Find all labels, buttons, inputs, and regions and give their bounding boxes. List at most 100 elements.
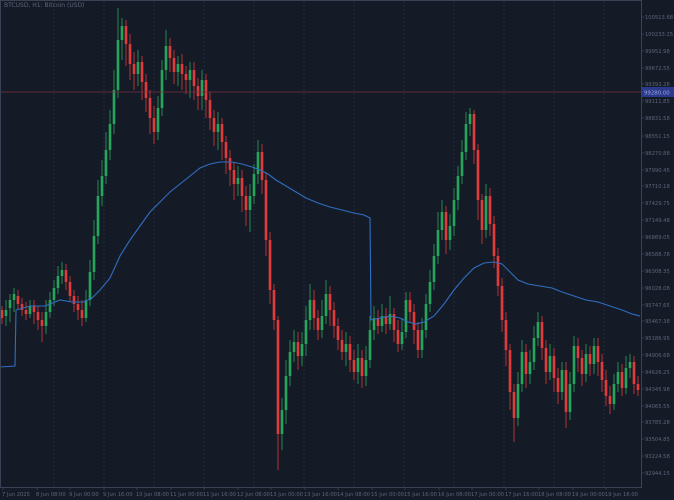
bull-candle [300,344,304,356]
price-tick-label: 99392.28 [645,82,670,88]
bull-candle [400,332,404,344]
bear-candle [220,124,224,142]
bull-candle [92,236,96,272]
bull-candle [308,300,312,320]
price-tick-label: 96028.08 [645,286,670,292]
bull-candle [432,256,436,282]
bull-candle [532,338,536,362]
bull-candle [108,124,112,150]
bull-candle [84,300,88,318]
time-tick-label: 17 Jun 00:00 [471,492,504,498]
bull-candle [388,314,392,324]
bull-candle [28,306,32,314]
price-tick-label: 99672.55 [645,66,670,72]
bear-candle [244,196,248,210]
bear-candle [512,392,516,418]
bear-candle [268,240,272,290]
bull-candle [164,46,168,70]
bull-candle [424,304,428,330]
bear-candle [352,360,356,372]
time-tick-label: 19 Jun 00:00 [572,492,605,498]
bull-candle [380,316,384,326]
bull-candle [528,362,532,374]
bear-candle [132,64,136,74]
price-tick-label: 96588.78 [645,252,670,258]
bear-candle [524,352,528,374]
bear-candle [540,322,544,348]
bear-candle [544,348,548,372]
bull-candle [628,362,632,368]
bear-candle [476,150,480,200]
price-tick-label: 97149.48 [645,218,670,224]
bear-candle [224,142,228,158]
bear-candle [336,326,340,340]
bull-candle [404,300,408,332]
bull-candle [176,64,180,72]
time-tick-label: 17 Jun 16:00 [505,492,538,498]
bear-candle [276,320,280,434]
bear-candle [232,170,236,184]
price-tick-label: 93785.28 [645,420,670,426]
bull-candle [460,152,464,176]
bull-candle [52,288,56,300]
bull-candle [12,294,16,300]
bull-candle [372,318,376,330]
time-tick-label: 11 Jun 16:00 [203,492,236,498]
bull-candle [280,410,284,434]
time-tick-label: 15 Jun 16:00 [404,492,437,498]
bear-candle [148,98,152,118]
price-tick-label: 92944.15 [645,471,670,477]
bear-candle [444,212,448,240]
price-axis[interactable]: 100513.68 100233.25 99952.98 99672.55 99392.… [641,15,673,477]
bull-candle [120,26,124,40]
bull-candle [188,70,192,80]
bull-candle [48,300,52,312]
bull-candle [324,294,328,316]
bull-candle [88,272,92,300]
bull-candle [364,360,368,376]
bear-candle [488,196,492,224]
bull-candle [484,196,488,230]
bull-candle [456,176,460,200]
bull-candle [248,196,252,210]
bear-candle [312,300,316,318]
bull-candle [236,178,240,184]
bear-candle [212,118,216,132]
bull-candle [284,376,288,410]
bull-candle [612,384,616,404]
moving-average-line [0,161,641,368]
time-tick-label: 15 Jun 00:00 [371,492,404,498]
time-tick-label: 13 Jun 00:00 [270,492,303,498]
bull-candle [548,356,552,372]
bull-candle [436,230,440,256]
price-tick-label: 94065.55 [645,404,670,410]
bull-candle [592,346,596,364]
bear-candle [20,304,24,310]
bull-candle [420,330,424,350]
price-tick-label: 97710.18 [645,184,670,190]
time-tick-label: 11 Jun 00:00 [170,492,203,498]
bear-candle [492,224,496,256]
bull-candle [44,312,48,326]
bear-candle [408,300,412,312]
price-tick-label: 94626.25 [645,370,670,376]
bull-candle [112,90,116,124]
bull-candle [156,108,160,132]
time-tick-label: 16 Jun 08:00 [438,492,471,498]
bear-candle [264,180,268,240]
bear-candle [632,362,636,384]
bear-candle [384,316,388,324]
bear-candle [272,290,276,320]
time-axis[interactable]: 7 Jun 2025 8 Jun 08:00 9 Jun 00:00 9 Jun 16… [2,487,638,498]
bull-candle [104,150,108,176]
bear-candle [472,114,476,150]
price-tick-label: 95467.38 [645,319,670,325]
price-tick-label: 95747.65 [645,303,670,309]
bull-candle [584,354,588,374]
bear-candle [260,152,264,180]
time-tick-label: 12 Jun 08:00 [237,492,270,498]
bear-candle [184,74,188,80]
current-price-label: 99280.00 [642,87,674,97]
